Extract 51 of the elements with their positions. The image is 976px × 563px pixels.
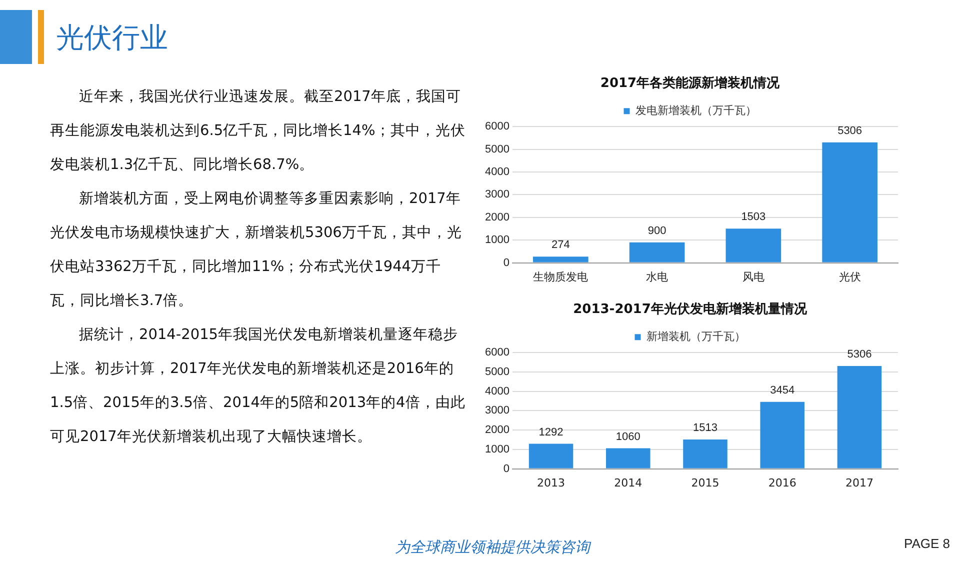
bar: [606, 448, 650, 468]
y-tick-label: 6000: [484, 346, 510, 359]
text: 近年来，我国光伏行业迅速发展。截至2017年底，我国可再生能源发电装机达到6.5亿千瓦，同比增长14%；其中，光伏发电装机1.3亿千瓦、同比增长68.7%。: [50, 89, 466, 173]
data-label: 5306: [847, 348, 872, 361]
data-label: 1513: [692, 422, 718, 434]
bar: [822, 142, 878, 262]
y-tick-label: 5000: [484, 143, 510, 156]
chart-title: 2013-2017年光伏发电新增装机量情况: [573, 301, 808, 318]
chart-title: 2017年各类能源新增装机情况: [600, 75, 781, 92]
y-tick-label: 1000: [484, 443, 510, 456]
data-label: 1060: [616, 430, 640, 443]
bar: [528, 444, 574, 468]
text: 据统计，2014-2015年我国光伏发电新增装机量逐年稳步上涨。初步计算，2017年光伏发电的新增装机还是2016年的1.5倍、2015年的3.5倍、2014年的5陪和2013年的4倍，由此可见2017年光伏新增装机出现了大幅快速增长。: [50, 327, 466, 445]
x-tick-label: 2015: [691, 476, 720, 490]
x-tick-label: 生物质发电: [533, 270, 588, 284]
x-tick-label: 2013: [537, 476, 566, 490]
y-tick-label: 4000: [484, 166, 510, 178]
y-tick-label: 2000: [484, 424, 510, 436]
x-tick-label: 2016: [768, 476, 796, 490]
x-tick-label: 2017: [845, 476, 874, 490]
bar: [683, 440, 728, 468]
y-tick-label: 0: [503, 256, 510, 269]
text: 为全球商业领袖提供决策咨询: [395, 538, 590, 557]
y-tick-label: 1000: [484, 234, 510, 246]
bar: [760, 402, 804, 468]
text: 新增装机方面，受上网电价调整等多重因素影响，2017年光伏发电市场规模快速扩大，新增装机5306万千瓦，其中，光伏电站3362万千瓦，同比增加11%；分布式光伏1944万千瓦，同比增长3.7倍。: [50, 191, 462, 309]
x-tick-label: 水电: [646, 270, 668, 284]
data-label: 5306: [838, 124, 862, 137]
bar: [726, 228, 782, 262]
x-tick-label: 光伏: [838, 270, 861, 284]
y-tick-label: 2000: [484, 211, 510, 224]
data-label: 274: [551, 239, 570, 252]
y-tick-label: 3000: [484, 404, 510, 417]
bar: [629, 242, 685, 262]
y-tick-label: 5000: [484, 366, 510, 378]
y-tick-label: 3000: [484, 188, 510, 201]
y-tick-label: 0: [503, 462, 510, 475]
legend-label: 新增装机（万千瓦）: [646, 330, 746, 343]
text: 光伏行业: [56, 20, 168, 56]
legend-label: 发电新增装机（万千瓦）: [635, 104, 756, 117]
y-tick-label: 4000: [484, 385, 510, 398]
x-tick-label: 2014: [614, 476, 642, 490]
data-label: 1503: [741, 211, 766, 224]
text: PAGE 8: [904, 536, 950, 551]
bar: [533, 256, 588, 262]
y-tick-label: 6000: [484, 120, 510, 133]
bar: [837, 366, 882, 468]
data-label: 900: [648, 224, 666, 237]
x-tick-label: 风电: [742, 270, 764, 284]
data-label: 3454: [770, 384, 795, 396]
data-label: 1292: [538, 426, 564, 438]
